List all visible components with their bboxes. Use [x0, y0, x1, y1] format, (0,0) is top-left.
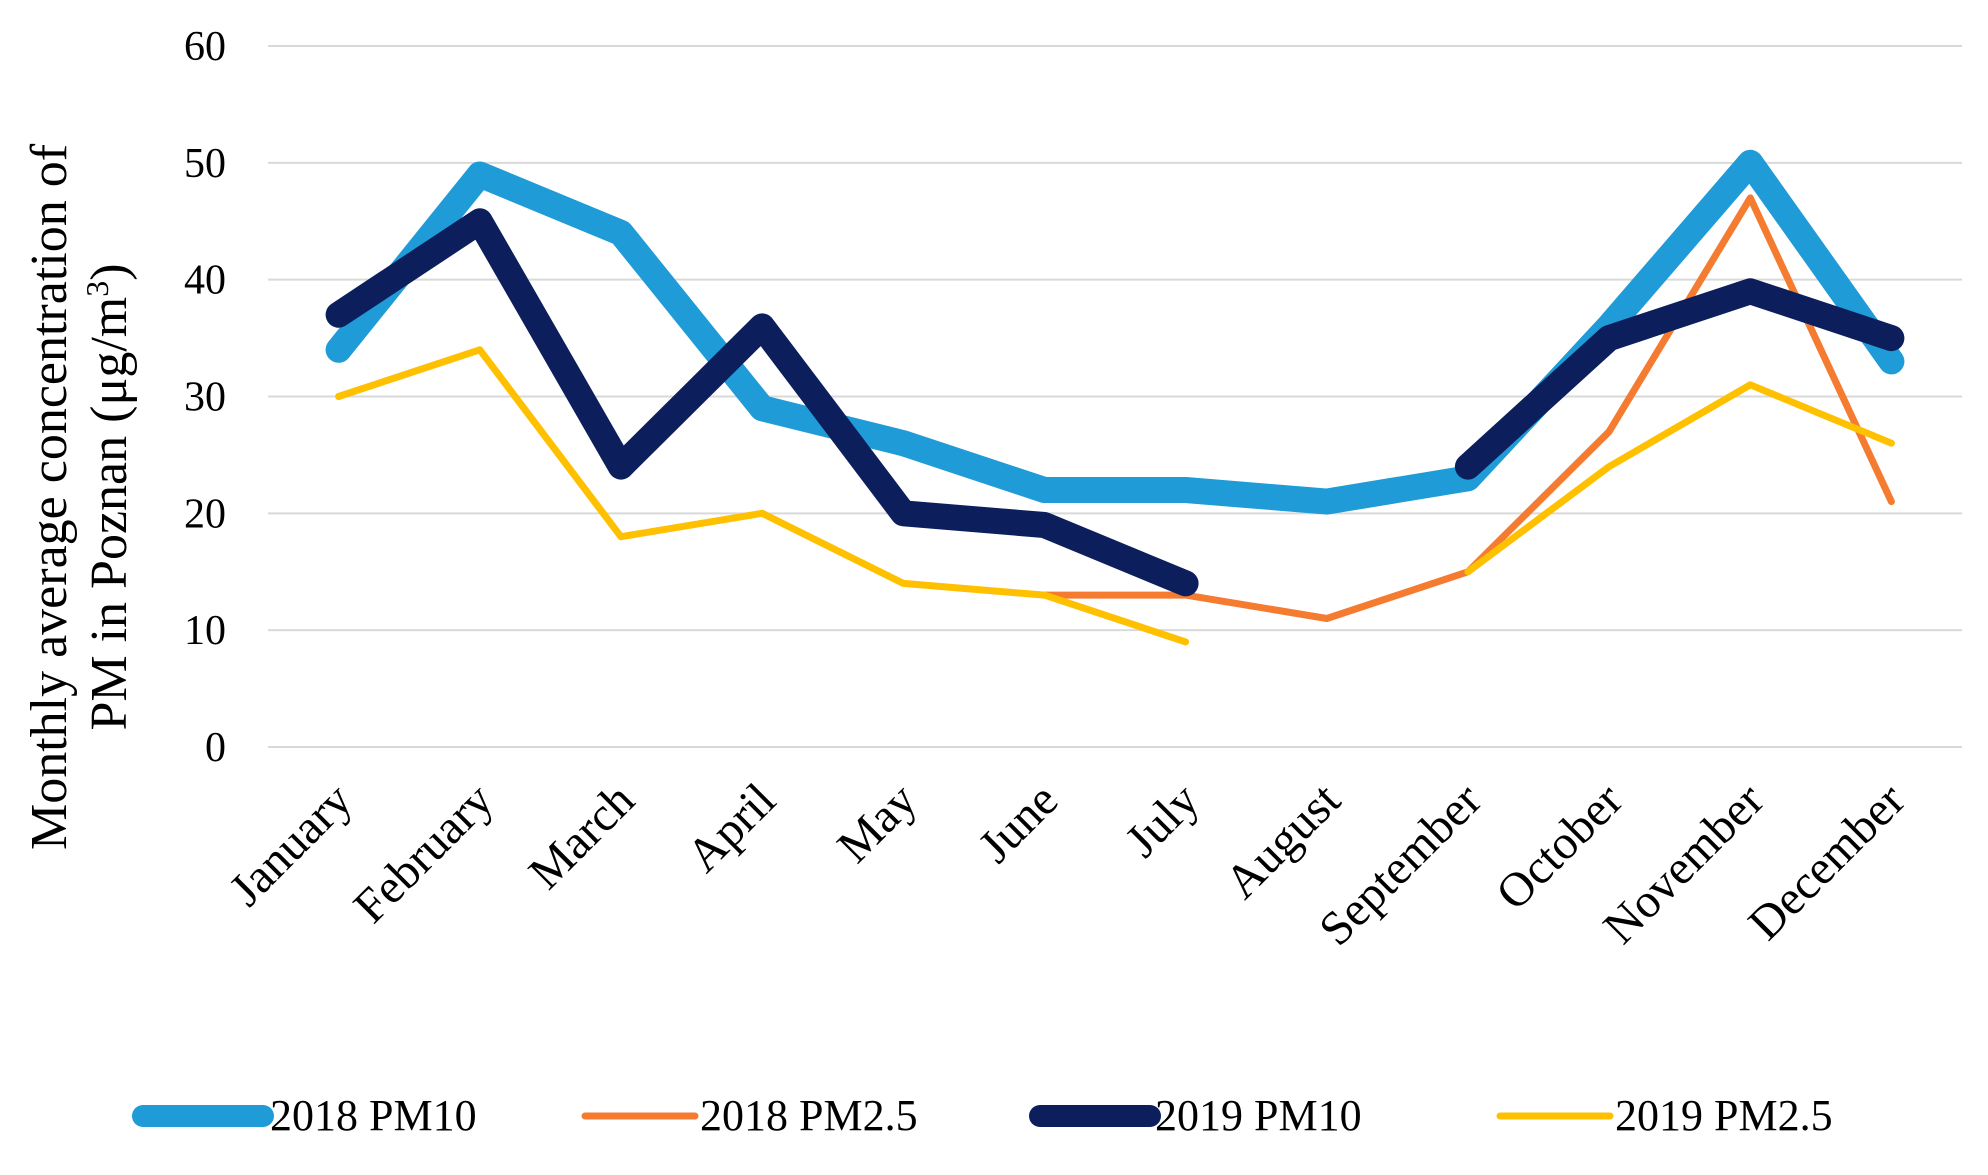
x-category-label: February [344, 773, 504, 933]
y-tick-label: 30 [184, 375, 226, 421]
y-tick-label: 60 [184, 24, 226, 70]
y-axis-title-suffix: ) [81, 263, 138, 280]
x-category-label: May [827, 773, 927, 873]
y-axis-title-superscript: 3 [79, 281, 115, 297]
y-tick-label: 0 [205, 725, 226, 771]
x-category-label: August [1215, 773, 1351, 909]
x-category-label: April [677, 773, 786, 882]
y-tick-label: 40 [184, 258, 226, 304]
series-line-2019-pm10 [325, 208, 1199, 597]
y-tick-label: 50 [184, 141, 226, 187]
x-category-label: December [1738, 773, 1915, 950]
series-line-2019-pm2-5 [1464, 381, 1895, 576]
y-axis-title-line2: PM in Poznan (μg/m3) [79, 263, 138, 730]
x-category-label: January [219, 773, 362, 916]
series-line-2018-pm10 [325, 149, 1905, 515]
series-line-2019-pm2-5 [335, 346, 1190, 646]
x-category-label: June [969, 773, 1069, 873]
series-line-2019-pm10 [1454, 278, 1905, 480]
y-axis-title: Monthly average concentration of PM in P… [21, 143, 138, 850]
y-tick-label: 10 [184, 608, 226, 654]
legend-label: 2018 PM10 [270, 1091, 477, 1140]
legend-label: 2019 PM10 [1155, 1091, 1362, 1140]
y-tick-label: 20 [184, 491, 226, 537]
y-axis-title-prefix: PM in Poznan (μg/m [81, 297, 138, 731]
x-category-label: July [1115, 773, 1209, 867]
series-lines [325, 149, 1905, 646]
legend: 2018 PM10 2018 PM2.5 2019 PM10 2019 PM2.5 [132, 1091, 1833, 1140]
y-axis-title-line1: Monthly average concentration of [21, 143, 78, 850]
series-line-2018-pm2-5 [1040, 194, 1895, 622]
legend-label: 2018 PM2.5 [700, 1091, 918, 1140]
y-axis-ticks: 0 10 20 30 40 50 60 [184, 24, 226, 771]
gridlines [268, 45, 1962, 748]
x-category-label: March [519, 773, 645, 899]
legend-label: 2019 PM2.5 [1615, 1091, 1833, 1140]
